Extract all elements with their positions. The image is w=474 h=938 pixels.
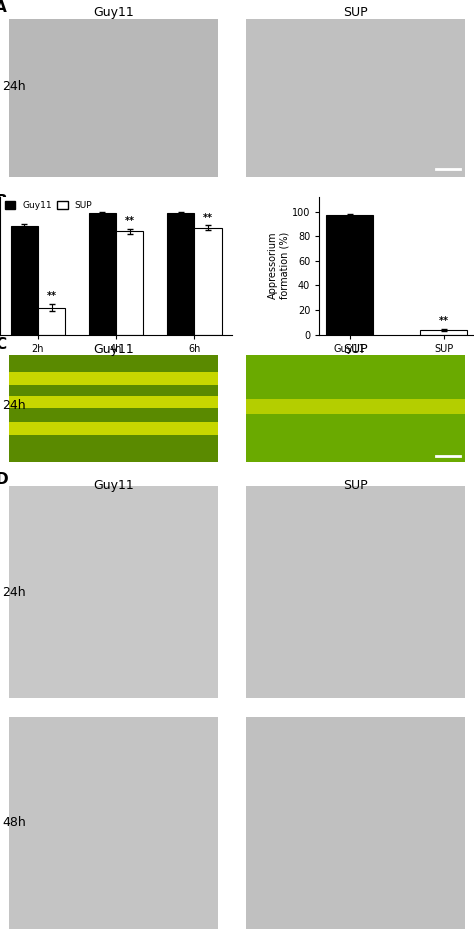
Bar xyxy=(9,486,218,698)
Bar xyxy=(420,330,467,335)
Text: **: ** xyxy=(46,292,56,301)
Text: **: ** xyxy=(125,217,135,226)
Text: 24h: 24h xyxy=(2,585,26,598)
Legend: Guy11, SUP: Guy11, SUP xyxy=(5,202,92,210)
Text: 48h: 48h xyxy=(2,816,26,829)
Text: Guy11: Guy11 xyxy=(93,479,134,492)
Text: D: D xyxy=(0,473,8,488)
Bar xyxy=(9,396,218,408)
Text: **: ** xyxy=(438,316,448,326)
Text: Guy11: Guy11 xyxy=(93,343,134,356)
Text: Guy11: Guy11 xyxy=(93,6,134,19)
Bar xyxy=(38,308,65,335)
Text: C: C xyxy=(0,337,6,352)
Bar xyxy=(9,372,218,385)
Bar xyxy=(194,228,222,335)
Text: **: ** xyxy=(203,213,213,222)
Bar xyxy=(246,486,465,698)
Bar xyxy=(167,213,194,335)
Text: 24h: 24h xyxy=(2,80,26,93)
Text: 24h: 24h xyxy=(2,400,26,413)
Text: SUP: SUP xyxy=(343,343,368,356)
Y-axis label: Appressorium
formation (%): Appressorium formation (%) xyxy=(267,232,289,299)
Text: SUP: SUP xyxy=(343,6,368,19)
Bar xyxy=(326,215,373,335)
Bar xyxy=(116,232,144,335)
Bar xyxy=(9,717,218,929)
Bar xyxy=(246,717,465,929)
Text: A: A xyxy=(0,0,7,15)
Bar xyxy=(10,226,38,335)
Bar xyxy=(89,213,116,335)
Bar xyxy=(9,422,218,435)
Text: SUP: SUP xyxy=(343,479,368,492)
Text: B: B xyxy=(0,194,7,209)
